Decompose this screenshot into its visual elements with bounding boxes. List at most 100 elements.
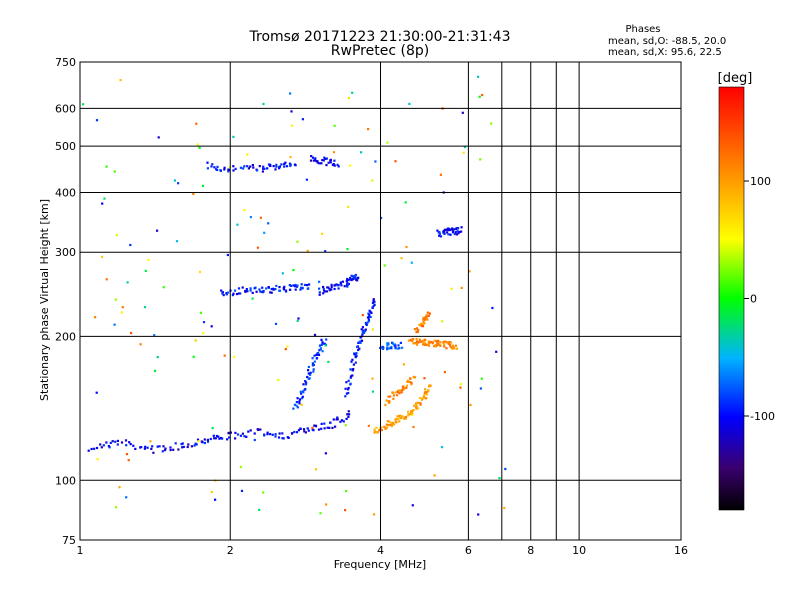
echo-point <box>425 393 429 396</box>
echo-point <box>301 397 304 400</box>
echo-point <box>361 326 364 329</box>
echo-point <box>319 512 322 515</box>
echo-point <box>443 230 446 233</box>
echo-point <box>243 165 246 168</box>
echo-point <box>344 424 347 427</box>
echo-point <box>421 325 424 328</box>
echo-point <box>312 363 315 366</box>
echo-point <box>390 345 393 349</box>
echo-point <box>169 446 172 449</box>
echo-point <box>245 435 248 438</box>
echo-point <box>357 341 360 344</box>
echo-point <box>398 392 401 395</box>
echo-point <box>312 159 315 162</box>
echo-point <box>312 370 315 373</box>
echo-point <box>454 344 457 347</box>
echo-point <box>402 388 405 391</box>
echo-point <box>298 402 301 405</box>
echo-point <box>271 433 274 436</box>
echo-point <box>275 284 278 287</box>
echo-point <box>125 496 128 499</box>
y-tick-label: 500 <box>55 140 76 153</box>
echo-point <box>351 91 354 94</box>
echo-point <box>292 269 295 272</box>
echo-point <box>443 343 446 346</box>
echo-point <box>259 290 262 293</box>
echo-point <box>407 410 410 413</box>
echo-point <box>407 339 410 342</box>
echo-point <box>121 306 124 309</box>
echo-point <box>344 509 347 512</box>
echo-point <box>355 352 358 355</box>
echo-point <box>321 232 324 235</box>
echo-point <box>306 249 309 252</box>
x-tick-label: 16 <box>674 544 688 557</box>
echo-point <box>422 318 425 321</box>
echo-point <box>421 339 424 342</box>
echo-point <box>251 297 254 300</box>
echo-point <box>115 506 118 509</box>
echo-point <box>196 438 200 441</box>
echo-point <box>304 380 307 383</box>
echo-point <box>320 343 323 346</box>
echo-point <box>336 418 339 421</box>
echo-point <box>247 430 250 433</box>
echo-point <box>258 165 261 168</box>
echo-point <box>337 284 340 287</box>
echo-point <box>495 350 498 353</box>
echo-point <box>314 157 317 160</box>
echo-point <box>313 424 316 427</box>
echo-point <box>304 431 307 434</box>
echo-point <box>306 287 309 290</box>
echo-point <box>435 345 438 348</box>
echo-point <box>105 441 108 444</box>
echo-point <box>82 103 85 106</box>
echo-point <box>460 226 463 229</box>
echo-point <box>258 288 261 291</box>
echo-point <box>399 341 402 344</box>
echo-point <box>306 284 309 287</box>
echo-point <box>402 363 405 366</box>
echo-point <box>413 342 416 345</box>
echo-point <box>411 504 414 507</box>
echo-point <box>364 330 367 333</box>
echo-point <box>433 474 436 477</box>
echo-point <box>446 341 449 344</box>
echo-point <box>428 312 431 315</box>
echo-point <box>292 284 295 287</box>
echo-point <box>354 361 357 364</box>
echo-point <box>373 513 376 516</box>
echo-point <box>223 354 226 357</box>
echo-point <box>451 231 455 234</box>
echo-point <box>332 418 335 421</box>
echo-point <box>262 167 265 170</box>
plot-frame <box>79 61 682 541</box>
echo-point <box>393 423 396 426</box>
echo-point <box>410 261 413 264</box>
echo-point <box>270 288 273 291</box>
echo-point <box>249 289 252 292</box>
echo-point <box>210 165 213 168</box>
echo-point <box>194 442 197 445</box>
echo-point <box>411 339 414 343</box>
echo-point <box>201 441 204 444</box>
echo-point <box>462 151 465 154</box>
echo-point <box>129 243 132 247</box>
echo-point <box>149 440 152 443</box>
echo-point <box>371 390 374 393</box>
echo-point <box>119 79 122 82</box>
echo-point <box>318 344 322 347</box>
echo-point <box>103 197 106 200</box>
echo-point <box>321 341 324 344</box>
echo-point <box>134 447 137 450</box>
echo-point <box>498 477 501 480</box>
echo-point <box>293 430 296 434</box>
echo-point <box>427 314 430 318</box>
echo-point <box>431 341 434 344</box>
echo-point <box>329 159 332 162</box>
echo-point <box>439 341 442 344</box>
echo-point <box>392 391 395 394</box>
echo-point <box>284 348 287 351</box>
echo-point <box>240 489 244 492</box>
echo-point <box>308 377 311 380</box>
